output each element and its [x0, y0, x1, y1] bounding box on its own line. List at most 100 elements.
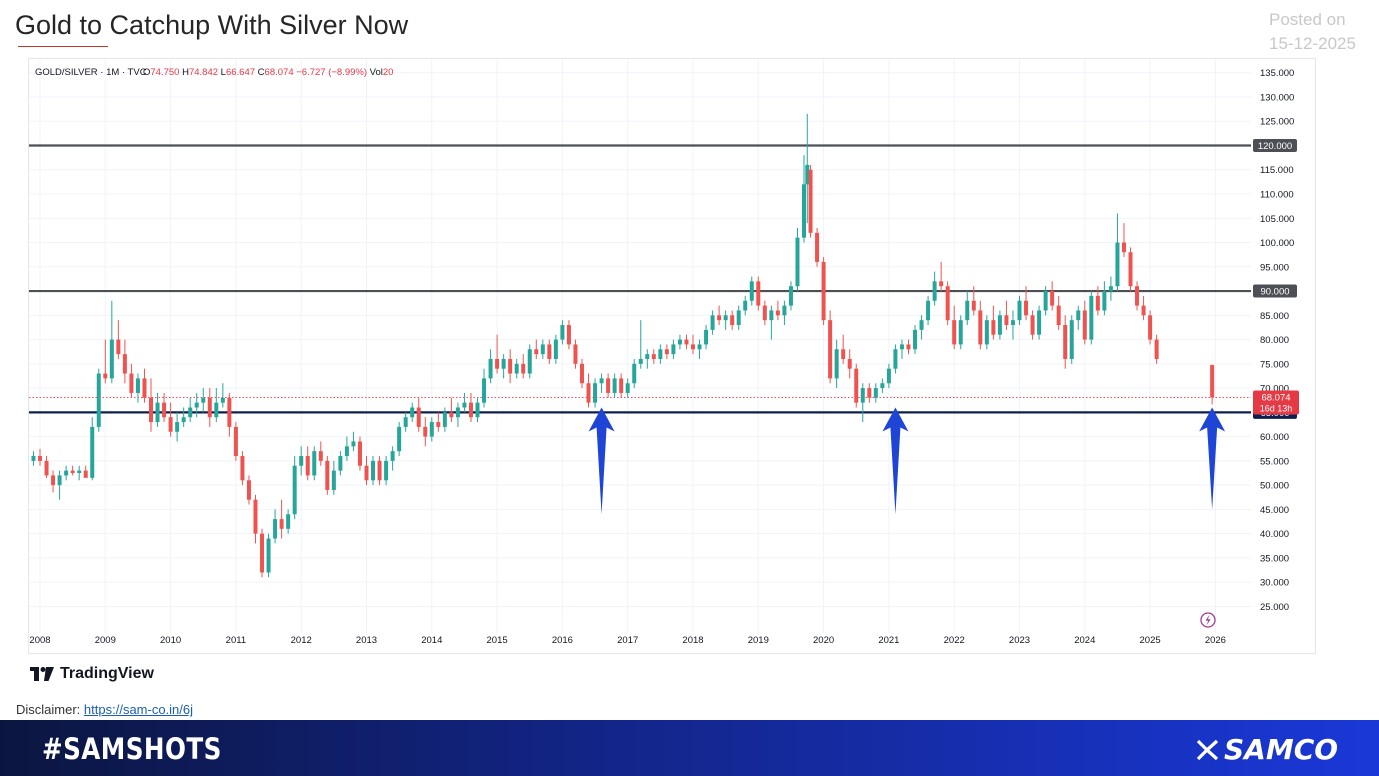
candle-body [1017, 300, 1022, 321]
disclaimer-label: Disclaimer: [16, 702, 81, 717]
candle-body [749, 281, 754, 301]
candle-body [730, 315, 735, 326]
candle-body [188, 407, 193, 418]
candle-body [338, 456, 343, 471]
candle-body [397, 426, 402, 452]
x-tick-label: 2024 [1074, 635, 1095, 646]
samco-logo[interactable]: SAMCO [1196, 733, 1338, 766]
candle-body [1043, 291, 1048, 311]
candle-body [482, 378, 487, 403]
candle-body [775, 310, 780, 316]
candle-body [658, 349, 663, 359]
candle-body [782, 305, 787, 316]
candle-body [965, 300, 970, 321]
current-price-label: 68.074 [1261, 392, 1290, 403]
candle-body [423, 426, 428, 437]
candle-body [1135, 286, 1140, 306]
candle-body [991, 320, 996, 335]
candle-body [802, 184, 807, 238]
candle-body [847, 358, 852, 369]
candle-body [31, 456, 36, 461]
candle-body [677, 339, 682, 345]
x-tick-label: 2020 [813, 635, 834, 646]
up-arrow [882, 407, 909, 515]
candle-body [51, 475, 56, 486]
candle-body [854, 368, 859, 403]
y-tick-label: 45.000 [1260, 505, 1289, 516]
candle-body [299, 456, 304, 466]
footer-banner: #SAMSHOTS SAMCO [0, 720, 1379, 776]
candle-body [691, 344, 695, 350]
tradingview-logo[interactable]: TradingView [30, 665, 154, 683]
candle-body [638, 358, 643, 364]
candle-body [1082, 310, 1087, 340]
candle-body [449, 412, 454, 418]
candle-body [410, 407, 415, 418]
candle-body [971, 300, 976, 311]
candle-body [201, 397, 206, 403]
candle-body [1128, 252, 1133, 287]
y-tick-label: 85.000 [1260, 311, 1289, 322]
candle-body [1210, 365, 1215, 398]
candle-body [44, 460, 49, 476]
candle-body [495, 358, 500, 369]
candle-body [952, 320, 957, 345]
candle-body [240, 456, 245, 481]
candle-body [384, 460, 389, 481]
candle-body [116, 339, 121, 355]
candle-body [540, 344, 545, 355]
candle-body [841, 349, 846, 359]
candle-body [253, 499, 258, 534]
candle-body [129, 373, 134, 393]
candle-body [227, 397, 232, 427]
samco-logo-icon [1196, 739, 1219, 760]
candle-body [155, 402, 160, 423]
candle-body [351, 441, 356, 447]
candlestick-chart: 135.000 130.000 125.000 120.000 115.000 110.0… [29, 59, 1299, 646]
y-tick-label: 40.000 [1260, 529, 1289, 540]
y-tick-label: 110.000 [1260, 190, 1294, 201]
up-arrow [1199, 407, 1226, 510]
x-tick-label: 2012 [291, 635, 312, 646]
candle-body [684, 339, 689, 345]
y-tick-label: 50.000 [1260, 481, 1289, 492]
candle-body [619, 378, 624, 393]
level-badge [1253, 138, 1297, 152]
lightning-icon[interactable] [1200, 612, 1216, 628]
candle-body [527, 349, 532, 374]
chart-frame: 135.000 130.000 125.000 120.000 115.000 110.0… [28, 58, 1316, 654]
legend-symbol: GOLD/SILVER · 1M · TVC [35, 67, 147, 78]
x-tick-label: 2023 [1009, 635, 1030, 646]
candle-body [135, 378, 140, 393]
candle-body [769, 310, 774, 321]
candle-body [508, 358, 513, 374]
candle-body [1076, 310, 1081, 321]
candle-body [710, 315, 715, 330]
candle-body [795, 237, 800, 287]
horizontal-levels [29, 144, 1251, 414]
candle-body [945, 286, 950, 321]
y-tick-label: 135.000 [1260, 68, 1294, 79]
candle-body [233, 426, 238, 457]
title-underline [18, 46, 108, 47]
tradingview-logo-icon [30, 667, 54, 681]
disclaimer-link[interactable]: https://sam-co.in/6j [83, 702, 194, 717]
candle-body [805, 164, 810, 185]
candle-body [429, 422, 434, 437]
candle-body [913, 329, 918, 350]
candle-body [743, 300, 748, 311]
x-tick-label: 2014 [421, 635, 442, 646]
x-tick-label: 2015 [487, 635, 508, 646]
x-tick-label: 2013 [356, 635, 377, 646]
candle-body [821, 261, 826, 321]
candle-body [305, 456, 310, 476]
candle-body [906, 344, 911, 350]
candle-body [632, 363, 637, 384]
candle-body [1069, 320, 1074, 359]
level-label: 90.000 [1260, 287, 1289, 298]
candle-body [1108, 286, 1113, 292]
candle-body [1010, 320, 1015, 326]
x-tick-label: 2018 [682, 635, 703, 646]
x-tick-label: 2010 [160, 635, 181, 646]
candle-body [436, 422, 441, 427]
